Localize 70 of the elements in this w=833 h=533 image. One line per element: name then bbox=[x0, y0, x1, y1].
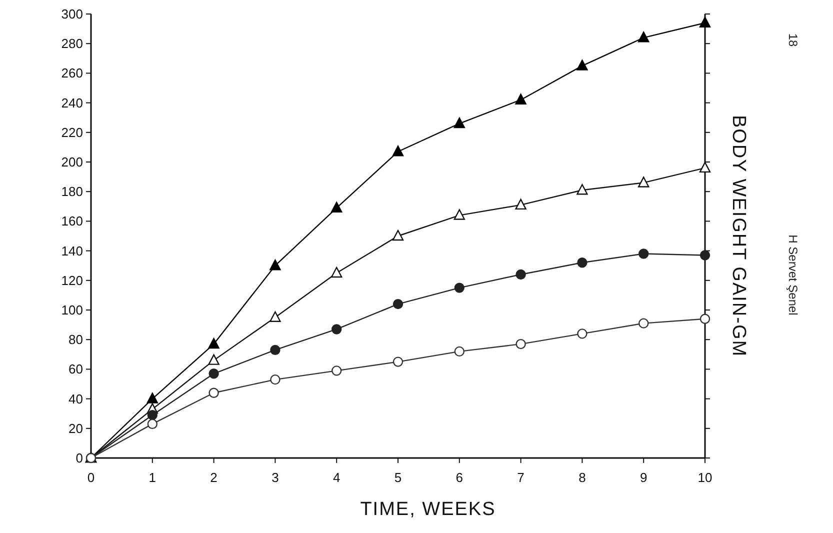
text: 18 bbox=[786, 33, 800, 47]
point bbox=[208, 338, 220, 349]
y-tick-label: 60 bbox=[68, 362, 83, 377]
point bbox=[638, 318, 649, 328]
point bbox=[577, 258, 588, 268]
x-tick-label: 6 bbox=[456, 470, 464, 485]
point bbox=[392, 146, 404, 156]
point bbox=[515, 94, 526, 104]
y-tick-label: 120 bbox=[61, 272, 83, 288]
x-tick-label: 8 bbox=[578, 470, 586, 485]
point bbox=[147, 418, 158, 430]
y-axis-title: BODY WEIGHT GAIN-GM bbox=[728, 114, 749, 358]
y-tick-label: 240 bbox=[61, 95, 83, 110]
point bbox=[515, 198, 526, 210]
x-tick-label: 3 bbox=[272, 470, 279, 485]
point bbox=[638, 248, 649, 259]
point bbox=[332, 324, 342, 334]
x-axis-title: TIME, WEEKS bbox=[360, 499, 496, 520]
y-tick-label: 180 bbox=[61, 184, 83, 200]
y-tick-label: 280 bbox=[61, 36, 83, 52]
x-tick-label: 5 bbox=[394, 470, 402, 485]
point bbox=[270, 374, 280, 385]
y-tick-label: 160 bbox=[61, 214, 83, 229]
x-tick-label: 4 bbox=[332, 470, 340, 485]
point bbox=[577, 328, 588, 339]
x-tick-label: 10 bbox=[698, 470, 712, 485]
text: H Servet Şenel bbox=[786, 234, 800, 316]
point bbox=[700, 250, 710, 260]
y-tick-label: 200 bbox=[61, 154, 83, 170]
x-tick-label: 9 bbox=[640, 470, 648, 485]
x-tick-label: 1 bbox=[148, 470, 156, 485]
y-tick-label: 300 bbox=[61, 6, 83, 22]
point bbox=[516, 338, 526, 350]
point bbox=[270, 311, 281, 322]
point bbox=[454, 346, 464, 357]
point bbox=[700, 314, 710, 324]
y-tick-label: 100 bbox=[61, 302, 83, 318]
point bbox=[331, 266, 342, 278]
point bbox=[270, 344, 280, 356]
y-tick-label: 220 bbox=[61, 124, 83, 140]
point bbox=[147, 410, 158, 420]
x-tick-label: 7 bbox=[517, 470, 524, 485]
point bbox=[699, 162, 711, 173]
point bbox=[208, 388, 219, 398]
y-tick-label: 40 bbox=[68, 391, 83, 406]
y-tick-label: 260 bbox=[61, 66, 83, 81]
point bbox=[638, 32, 650, 42]
point bbox=[699, 16, 711, 28]
y-tick-label: 80 bbox=[68, 332, 83, 348]
point bbox=[208, 368, 219, 379]
point bbox=[392, 230, 404, 241]
point bbox=[270, 260, 281, 270]
point bbox=[454, 209, 465, 220]
point bbox=[454, 282, 464, 293]
point bbox=[331, 202, 342, 212]
point bbox=[392, 356, 404, 367]
y-tick-label: 140 bbox=[61, 243, 83, 258]
point bbox=[454, 117, 465, 128]
x-tick-label: 0 bbox=[87, 470, 95, 485]
y-tick-label: 20 bbox=[68, 420, 83, 436]
point bbox=[332, 366, 342, 376]
point bbox=[638, 176, 650, 188]
point bbox=[146, 392, 158, 404]
point bbox=[392, 298, 404, 310]
x-tick-label: 2 bbox=[210, 470, 218, 485]
point bbox=[576, 184, 588, 195]
point bbox=[516, 269, 526, 280]
point bbox=[576, 60, 588, 70]
y-tick-label: 0 bbox=[76, 450, 83, 466]
point bbox=[208, 354, 220, 365]
